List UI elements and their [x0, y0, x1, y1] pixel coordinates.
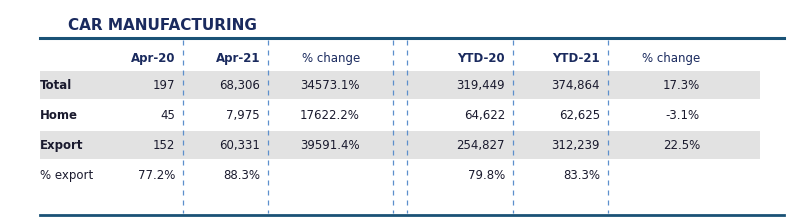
Text: 83.3%: 83.3% — [563, 169, 600, 182]
Text: % export: % export — [40, 169, 94, 182]
Text: % change: % change — [642, 51, 700, 65]
Text: Apr-20: Apr-20 — [130, 51, 175, 65]
Text: Home: Home — [40, 109, 78, 121]
Bar — [40, 71, 760, 99]
Text: CAR MANUFACTURING: CAR MANUFACTURING — [68, 18, 257, 33]
Text: 254,827: 254,827 — [457, 138, 505, 152]
Bar — [40, 131, 760, 159]
Text: 312,239: 312,239 — [551, 138, 600, 152]
Text: 88.3%: 88.3% — [223, 169, 260, 182]
Text: 64,622: 64,622 — [464, 109, 505, 121]
Text: 68,306: 68,306 — [219, 78, 260, 92]
Text: 319,449: 319,449 — [456, 78, 505, 92]
Text: Apr-21: Apr-21 — [215, 51, 260, 65]
Text: -3.1%: -3.1% — [666, 109, 700, 121]
Text: 152: 152 — [153, 138, 175, 152]
Text: YTD-21: YTD-21 — [552, 51, 600, 65]
Text: 77.2%: 77.2% — [138, 169, 175, 182]
Text: 197: 197 — [153, 78, 175, 92]
Text: 62,625: 62,625 — [559, 109, 600, 121]
Text: % change: % change — [302, 51, 360, 65]
Text: Export: Export — [40, 138, 83, 152]
Text: 374,864: 374,864 — [551, 78, 600, 92]
Text: Total: Total — [40, 78, 72, 92]
Text: 39591.4%: 39591.4% — [300, 138, 360, 152]
Text: 79.8%: 79.8% — [468, 169, 505, 182]
Text: 34573.1%: 34573.1% — [301, 78, 360, 92]
Text: YTD-20: YTD-20 — [458, 51, 505, 65]
Text: 17622.2%: 17622.2% — [300, 109, 360, 121]
Text: 45: 45 — [160, 109, 175, 121]
Text: 7,975: 7,975 — [226, 109, 260, 121]
Text: 17.3%: 17.3% — [662, 78, 700, 92]
Text: 22.5%: 22.5% — [662, 138, 700, 152]
Text: 60,331: 60,331 — [219, 138, 260, 152]
